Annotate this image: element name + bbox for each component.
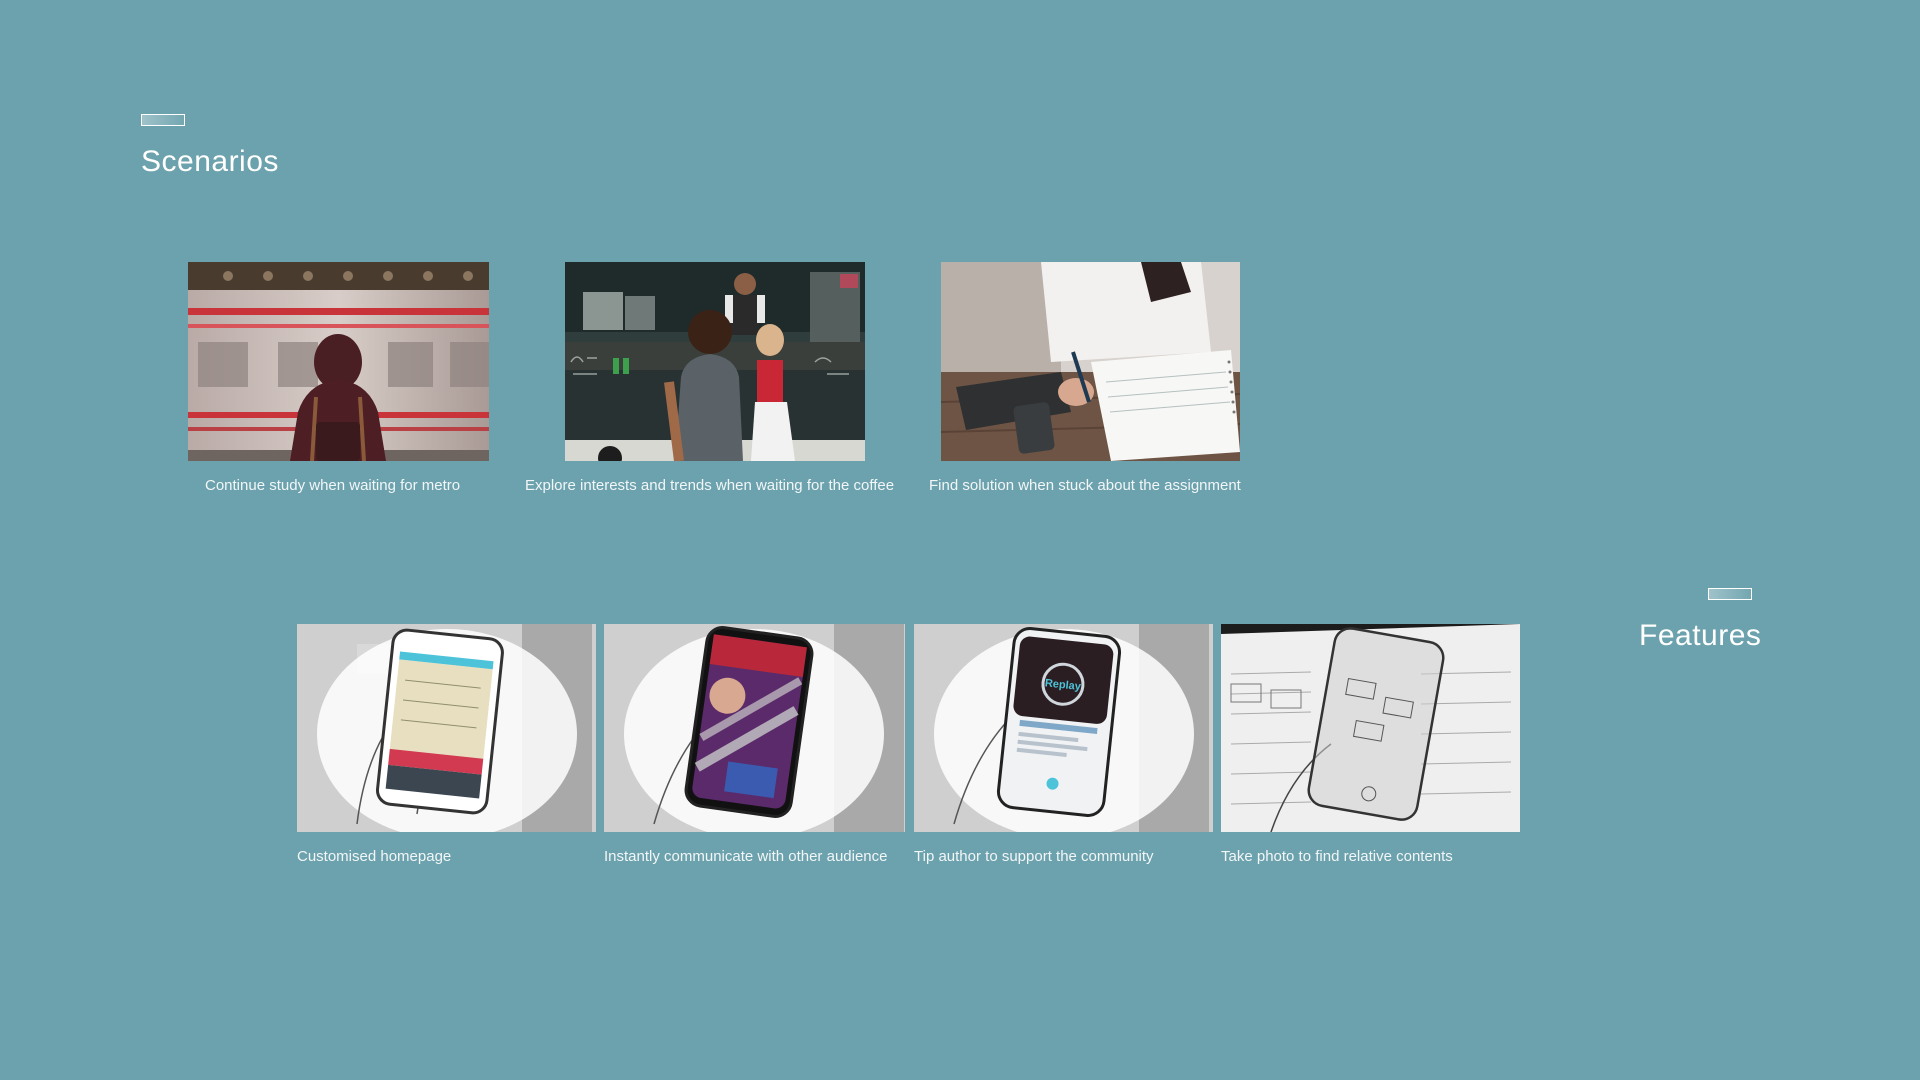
coffee-truck-photo — [565, 262, 865, 461]
scenario-caption-coffee: Explore interests and trends when waitin… — [525, 477, 895, 494]
feature-caption-communicate: Instantly communicate with other audienc… — [604, 848, 888, 865]
features-title: Features — [1639, 619, 1762, 652]
phone-live-chat-sketch — [604, 624, 905, 832]
scenarios-title: Scenarios — [141, 145, 279, 178]
scenario-caption-assignment: Find solution when stuck about the assig… — [929, 477, 1241, 494]
replay-label: Replay — [1044, 677, 1082, 693]
phone-camera-scan-sketch — [1221, 624, 1520, 832]
feature-caption-tip: Tip author to support the community — [914, 848, 1154, 865]
features-accent-bar — [1708, 588, 1752, 600]
feature-caption-homepage: Customised homepage — [297, 848, 452, 865]
metro-platform-photo — [188, 262, 489, 461]
writing-notebook-photo — [941, 262, 1240, 461]
phone-homepage-sketch — [297, 624, 596, 832]
feature-caption-photo: Take photo to find relative contents — [1221, 848, 1453, 865]
scenarios-accent-bar — [141, 114, 185, 126]
phone-tip-sketch: Replay — [914, 624, 1213, 832]
scenario-caption-metro: Continue study when waiting for metro — [205, 477, 461, 494]
